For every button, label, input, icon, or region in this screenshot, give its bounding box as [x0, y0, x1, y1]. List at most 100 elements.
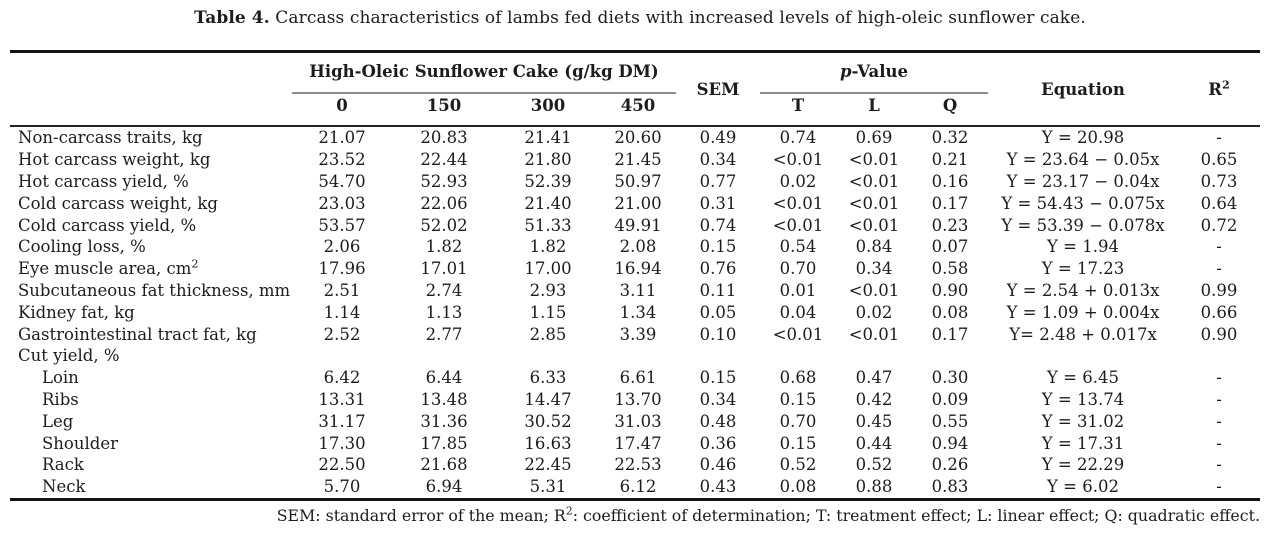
diet-300-value: 1.15 — [529, 302, 567, 322]
diet-150-value: 21.68 — [420, 455, 468, 475]
p-t-value: <0.01 — [772, 215, 824, 235]
sem-value: 0.77 — [699, 171, 737, 191]
p-l-value: <0.01 — [848, 215, 900, 235]
p-t-value: 0.70 — [779, 259, 817, 279]
row-label: Cold carcass weight, kg — [18, 193, 218, 213]
p-t-value: 0.52 — [779, 455, 817, 475]
diet-450-value: 17.47 — [614, 433, 662, 453]
diet-300-value: 21.40 — [524, 193, 572, 213]
diet-450-value: 20.60 — [614, 128, 662, 148]
row-label: Cooling loss, % — [18, 237, 146, 257]
p-l-value: 0.52 — [855, 455, 893, 475]
p-col-l-header: L — [868, 96, 880, 115]
footnote-sup: 2 — [565, 504, 573, 518]
table-row: Hot carcass yield, % 54.70 52.93 52.39 50.97… — [10, 171, 1260, 193]
diet-0-value: 6.42 — [323, 368, 361, 388]
diet-150-value: 22.06 — [420, 193, 468, 213]
diet-450-value: 31.03 — [614, 411, 662, 431]
p-q-value: 0.08 — [931, 302, 969, 322]
sem-value: 0.15 — [699, 368, 737, 388]
sem-value: 0.15 — [699, 237, 737, 257]
r2-value: 0.99 — [1200, 280, 1238, 300]
sem-value: 0.10 — [699, 324, 737, 344]
diet-0-value: 2.51 — [323, 280, 361, 300]
p-l-value: 0.47 — [855, 368, 893, 388]
diet-group-header: High-Oleic Sunflower Cake (g/kg DM) — [292, 51, 677, 94]
diet-150-value — [392, 345, 496, 367]
sem-value: 0.36 — [699, 433, 737, 453]
r2-value: - — [1216, 128, 1222, 148]
diet-300-value: 6.33 — [529, 368, 567, 388]
p-l-value: 0.44 — [855, 433, 893, 453]
sem-value: 0.48 — [699, 411, 737, 431]
p-q-value: 0.16 — [931, 171, 969, 191]
row-label: Rack — [42, 455, 84, 475]
table-row: Leg 31.17 31.36 30.52 31.03 0.48 0.70 0.45 0.55 Y… — [10, 410, 1260, 432]
diet-150-value: 6.94 — [425, 477, 463, 497]
r2-value: - — [1216, 433, 1222, 453]
row-label: Ribs — [42, 389, 79, 409]
equation-header: Equation — [1041, 79, 1125, 99]
p-l-value — [836, 345, 912, 367]
diet-0-value: 53.57 — [318, 215, 366, 235]
r2-value: 0.65 — [1200, 150, 1238, 170]
row-label: Neck — [42, 477, 86, 497]
table-row: Subcutaneous fat thickness, mm 2.51 2.74 2.… — [10, 280, 1260, 302]
diet-300-value: 22.45 — [524, 455, 572, 475]
p-q-value: 0.58 — [931, 259, 969, 279]
row-label: Subcutaneous fat thickness, mm — [18, 280, 291, 300]
p-l-value: 0.84 — [855, 237, 893, 257]
table-caption: Table 4. Carcass characteristics of lamb… — [0, 0, 1280, 28]
p-q-value: 0.55 — [931, 411, 969, 431]
p-value-italic-p: p — [840, 62, 852, 81]
p-q-value: 0.17 — [931, 193, 969, 213]
equation-value: Y = 54.43 − 0.075x — [1001, 193, 1165, 213]
p-q-value: 0.23 — [931, 215, 969, 235]
sem-value: 0.34 — [699, 150, 737, 170]
diet-level-0-header: 0 — [336, 96, 348, 115]
diet-0-value: 2.06 — [323, 237, 361, 257]
diet-level-450-header: 450 — [620, 96, 656, 115]
sem-value: 0.46 — [699, 455, 737, 475]
diet-450-value: 22.53 — [614, 455, 662, 475]
row-label: Hot carcass yield, % — [18, 171, 189, 191]
footnote-part2: : coefficient of determination; T: treat… — [572, 505, 1260, 525]
diet-450-value: 2.08 — [619, 237, 657, 257]
row-label: Gastrointestinal tract fat, kg — [18, 324, 257, 344]
diet-300-value: 16.63 — [524, 433, 572, 453]
p-l-value: 0.34 — [855, 259, 893, 279]
equation-value: Y = 20.98 — [1041, 128, 1125, 148]
diet-0-value: 21.07 — [318, 128, 366, 148]
diet-150-value: 20.83 — [420, 128, 468, 148]
p-l-value: <0.01 — [848, 171, 900, 191]
p-t-value — [760, 345, 836, 367]
diet-450-value: 50.97 — [614, 171, 662, 191]
r2-value: - — [1216, 237, 1222, 257]
diet-150-value: 17.85 — [420, 433, 468, 453]
sem-value: 0.43 — [699, 477, 737, 497]
table-row: Hot carcass weight, kg 23.52 22.44 21.80 21.… — [10, 149, 1260, 171]
p-t-value: 0.01 — [779, 280, 817, 300]
equation-value: Y = 2.54 + 0.013x — [1006, 280, 1160, 300]
diet-450-value: 13.70 — [614, 389, 662, 409]
p-l-value: 0.45 — [855, 411, 893, 431]
diet-0-value: 23.52 — [318, 150, 366, 170]
diet-level-300-header: 300 — [530, 96, 566, 115]
row-label: Kidney fat, kg — [18, 302, 135, 322]
sem-value: 0.05 — [699, 302, 737, 322]
p-l-value: <0.01 — [848, 150, 900, 170]
diet-0-value: 54.70 — [318, 171, 366, 191]
equation-value: Y = 6.45 — [1047, 368, 1119, 388]
p-q-value: 0.21 — [931, 150, 969, 170]
r2-value — [1178, 345, 1260, 367]
p-t-value: 0.68 — [779, 368, 817, 388]
diet-0-value: 13.31 — [318, 389, 366, 409]
equation-value: Y = 22.29 — [1041, 455, 1125, 475]
diet-level-150-header: 150 — [426, 96, 462, 115]
diet-300-value: 30.52 — [524, 411, 572, 431]
table-header: High-Oleic Sunflower Cake (g/kg DM) SEM … — [10, 51, 1261, 126]
p-l-value: 0.88 — [855, 477, 893, 497]
p-col-t-header: T — [791, 96, 805, 115]
table-caption-label: Table 4. — [194, 8, 270, 28]
p-t-value: 0.04 — [779, 302, 817, 322]
